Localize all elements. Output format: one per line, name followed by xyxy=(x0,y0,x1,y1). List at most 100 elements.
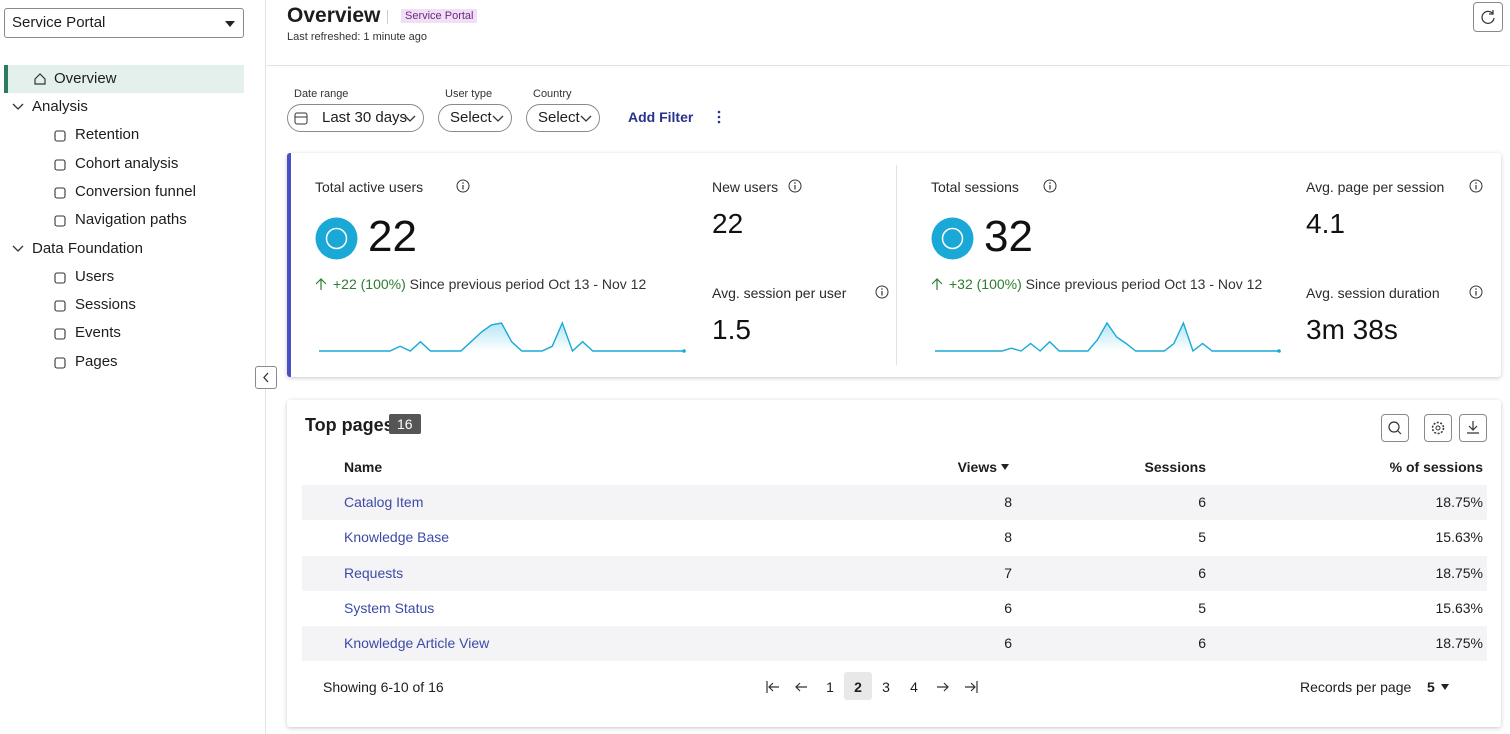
count-badge: 16 xyxy=(389,414,421,434)
page-active-bg xyxy=(844,672,872,700)
nav-group[interactable]: Data Foundation xyxy=(32,239,143,257)
download-button[interactable] xyxy=(1459,414,1487,442)
page-title: Overview xyxy=(287,4,381,27)
nav-item[interactable]: Retention xyxy=(75,126,140,144)
kpi-value: 22 xyxy=(712,208,744,239)
nav-item[interactable]: Navigation paths xyxy=(75,211,187,229)
info-icon[interactable] xyxy=(456,179,470,193)
caret xyxy=(225,21,235,27)
kpi-divider xyxy=(896,165,897,365)
cell-percent: 18.75% xyxy=(1435,494,1483,510)
nav-icon xyxy=(54,159,66,171)
nav-icon xyxy=(54,328,66,340)
info-circle xyxy=(1043,179,1057,193)
icon-bg xyxy=(931,217,974,260)
chevron xyxy=(404,115,416,122)
cell-sessions: 5 xyxy=(1198,529,1206,546)
nav-item[interactable]: Conversion funnel xyxy=(75,182,196,200)
cell-percent: 18.75% xyxy=(1435,564,1483,581)
info-icon[interactable] xyxy=(1469,285,1483,299)
nav-item[interactable]: Pages xyxy=(75,352,118,370)
records-caret[interactable] xyxy=(1441,684,1449,690)
page-number[interactable]: 3 xyxy=(882,679,890,695)
refresh-icon xyxy=(1481,10,1495,24)
cell-name[interactable]: System Status xyxy=(344,599,435,616)
icon-shape xyxy=(54,328,66,340)
page-nav-icon xyxy=(766,681,779,693)
page-nav[interactable] xyxy=(964,680,978,694)
page-nav[interactable] xyxy=(936,680,950,694)
kpi-value: 32 xyxy=(984,212,1033,261)
records-value[interactable]: 5 xyxy=(1427,679,1435,695)
page-number[interactable]: 1 xyxy=(826,679,834,695)
info-circle xyxy=(788,179,802,193)
info-icon[interactable] xyxy=(1469,179,1483,193)
chevron xyxy=(580,115,592,122)
info-dot xyxy=(793,182,796,184)
nav-item[interactable]: Overview xyxy=(54,70,117,87)
add-filter[interactable]: Add Filter xyxy=(628,109,694,125)
nav-item[interactable]: Sessions xyxy=(75,296,136,314)
download-icon xyxy=(1467,421,1479,434)
info-circle xyxy=(456,179,470,193)
sparkline-end xyxy=(682,349,686,353)
row-bg xyxy=(302,555,1487,591)
icon-shape xyxy=(54,300,66,312)
refresh-button[interactable] xyxy=(1473,2,1503,32)
cell-percent: 15.63% xyxy=(1435,529,1483,546)
more-icon[interactable] xyxy=(716,110,722,124)
sparkline-line xyxy=(935,321,1279,353)
cell-sessions: 5 xyxy=(1198,599,1206,616)
column-header[interactable]: Views xyxy=(957,459,997,475)
page-number[interactable]: 2 xyxy=(854,679,862,695)
icon-shape xyxy=(54,272,66,284)
cell-name[interactable]: Knowledge Article View xyxy=(344,635,490,652)
sparkline-area xyxy=(935,323,1279,351)
app-select[interactable]: Service Portal xyxy=(4,8,244,38)
column-header: Name xyxy=(344,459,383,475)
settings-button[interactable] xyxy=(1424,414,1452,442)
cell-name[interactable]: Requests xyxy=(344,564,404,581)
nav-icon xyxy=(54,130,66,142)
icon-shape xyxy=(54,357,66,369)
settings-icon xyxy=(1431,421,1445,435)
sparkline-area xyxy=(319,323,684,351)
cell-views: 8 xyxy=(1004,494,1012,510)
badge: Service Portal xyxy=(401,9,478,23)
filter-country[interactable]: Select xyxy=(526,104,600,132)
group-chevron[interactable] xyxy=(12,103,24,111)
change-value: +32 (100%) xyxy=(949,276,1022,292)
page-nav[interactable] xyxy=(794,680,808,694)
page-number[interactable]: 4 xyxy=(910,679,918,695)
nav-item[interactable]: Cohort analysis xyxy=(75,154,179,172)
info-icon[interactable] xyxy=(1043,179,1057,193)
header-rule xyxy=(267,65,1510,66)
nav-item[interactable]: Events xyxy=(75,324,121,342)
collapse-icon xyxy=(263,372,269,383)
page-nav[interactable] xyxy=(766,680,780,694)
collapse-button[interactable] xyxy=(255,366,277,389)
cell-name[interactable]: Knowledge Base xyxy=(344,529,450,546)
info-dot xyxy=(462,182,465,184)
filter-date[interactable]: Last 30 days xyxy=(287,104,424,132)
nav-item[interactable]: Users xyxy=(75,267,115,285)
filter-value: Select xyxy=(450,109,492,126)
info-icon[interactable] xyxy=(788,179,802,193)
sparkline-line xyxy=(319,321,684,353)
info-icon[interactable] xyxy=(875,285,889,299)
cell-percent: 18.75% xyxy=(1435,635,1483,652)
search-button[interactable] xyxy=(1381,414,1409,442)
cell-name[interactable]: Catalog Item xyxy=(344,494,424,510)
row-bg xyxy=(302,626,1487,662)
up-arrow xyxy=(931,278,943,290)
nav-group[interactable]: Analysis xyxy=(32,98,88,115)
filter-user-type[interactable]: Select xyxy=(438,104,512,132)
icon-shape xyxy=(54,159,66,171)
kpi-value: 3m 38s xyxy=(1306,314,1398,345)
sort-arrow[interactable] xyxy=(1001,464,1009,470)
nav-selected[interactable] xyxy=(4,65,244,93)
nav-icon xyxy=(54,187,66,199)
kpi-label: New users xyxy=(712,179,779,195)
group-chevron[interactable] xyxy=(12,245,24,253)
